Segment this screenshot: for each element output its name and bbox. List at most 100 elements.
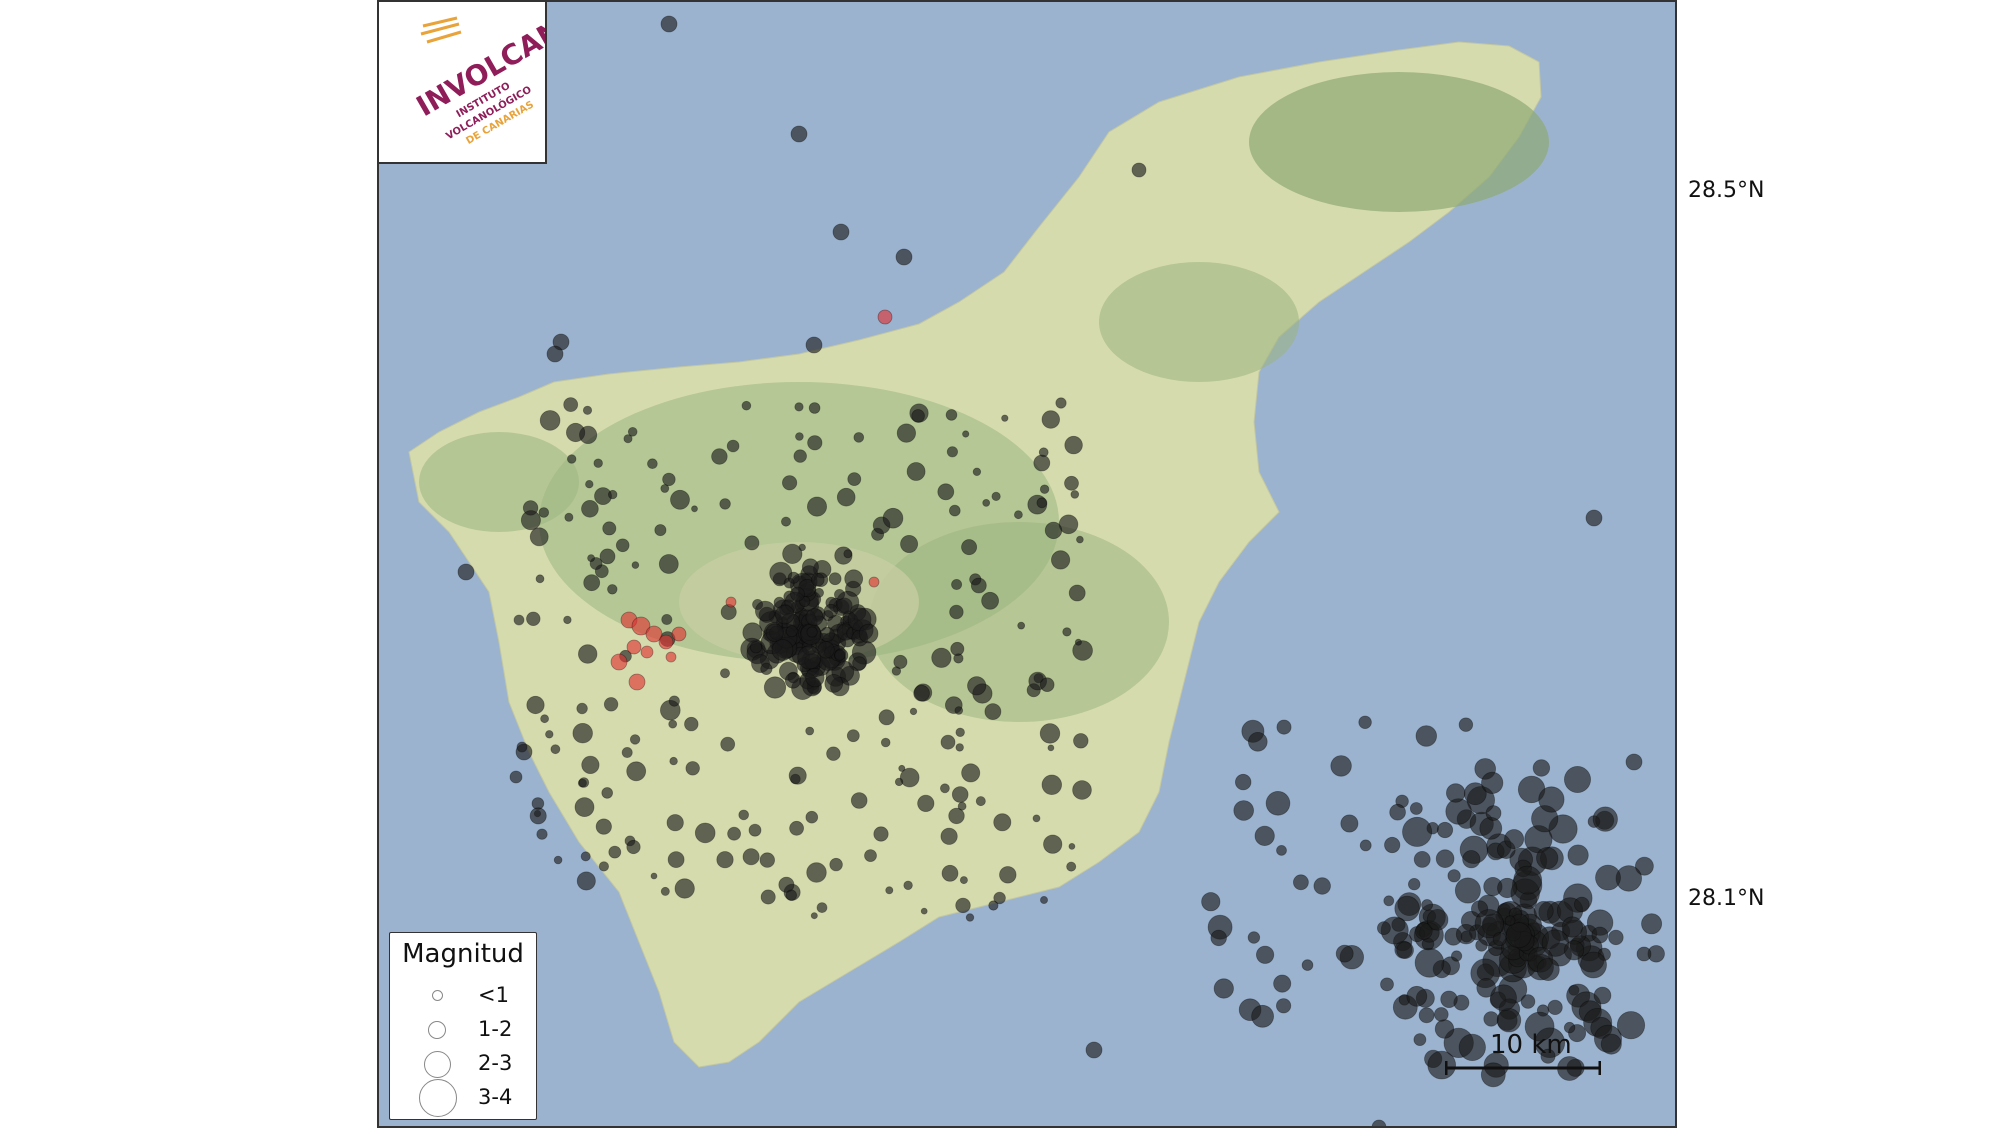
legend-circle-icon: [424, 1051, 451, 1078]
event-marker: [794, 402, 804, 412]
event-marker: [824, 674, 844, 693]
event-marker: [1547, 999, 1563, 1016]
event-marker: [1458, 1033, 1486, 1062]
event-marker: [1068, 584, 1086, 602]
event-marker: [1458, 717, 1474, 732]
event-marker: [941, 864, 959, 882]
event-marker: [852, 656, 867, 671]
event-marker: [726, 439, 740, 453]
event-marker: [1445, 798, 1472, 825]
event-marker: [1561, 916, 1584, 938]
event-marker: [878, 709, 895, 726]
event-marker: [647, 458, 658, 470]
event-marker: [583, 574, 601, 592]
event-marker: [1371, 1119, 1387, 1126]
legend-item: 2-3: [390, 1047, 536, 1081]
event-marker: [674, 878, 695, 899]
event-marker: [1524, 1011, 1555, 1042]
event-marker: [814, 587, 825, 598]
event-marker: [940, 827, 958, 845]
highland-zone: [1099, 262, 1299, 382]
event-marker: [1454, 877, 1481, 904]
legend-label: 2-3: [478, 1051, 513, 1075]
event-marker: [1255, 945, 1275, 964]
event-marker: [1213, 978, 1234, 999]
event-marker: [536, 828, 548, 840]
legend-item: <1: [390, 979, 536, 1013]
event-marker: [684, 716, 699, 732]
event-marker: [1426, 908, 1449, 931]
event-marker: [574, 797, 595, 817]
legend-label: 1-2: [478, 1017, 513, 1041]
event-marker: [1413, 851, 1431, 868]
event-marker: [1415, 922, 1433, 940]
event-marker: [1406, 985, 1428, 1007]
event-marker: [949, 604, 964, 620]
event-marker: [940, 734, 956, 750]
event-marker: [1564, 766, 1592, 794]
event-marker: [957, 801, 967, 811]
earthquake-events: [457, 15, 1665, 1126]
event-marker: [911, 409, 925, 423]
event-marker: [948, 807, 965, 825]
event-marker: [1036, 497, 1048, 509]
event-marker: [654, 524, 667, 537]
event-marker: [1567, 844, 1589, 866]
scale-bar: [1445, 1061, 1601, 1075]
legend-label: <1: [478, 983, 509, 1007]
event-marker: [1536, 846, 1559, 870]
event-marker: [671, 626, 687, 642]
event-marker: [1293, 874, 1309, 891]
event-marker: [603, 697, 619, 712]
event-marker: [553, 855, 563, 865]
event-marker: [1608, 929, 1624, 946]
event-marker: [950, 641, 965, 656]
event-marker: [650, 872, 658, 880]
event-marker: [789, 820, 805, 836]
event-marker: [1409, 802, 1423, 815]
event-marker: [719, 498, 731, 510]
event-marker: [665, 651, 677, 663]
event-marker: [962, 430, 970, 438]
event-marker: [847, 472, 862, 487]
event-marker: [629, 734, 641, 745]
event-marker: [538, 507, 550, 518]
event-marker: [1635, 856, 1654, 876]
event-marker: [896, 423, 917, 443]
event-marker: [1490, 984, 1517, 1012]
event-marker: [668, 695, 680, 707]
event-marker: [967, 676, 987, 696]
event-marker: [920, 907, 928, 915]
event-marker: [898, 764, 906, 772]
event-marker: [877, 309, 893, 325]
event-marker: [720, 736, 736, 752]
event-marker: [1533, 901, 1554, 922]
event-marker: [1414, 947, 1445, 978]
event-marker: [760, 889, 776, 905]
event-marker: [940, 783, 950, 794]
event-marker: [805, 810, 819, 824]
event-marker: [727, 826, 742, 841]
event-marker: [627, 426, 638, 437]
event-marker: [858, 623, 879, 644]
event-marker: [1574, 896, 1590, 913]
legend-circle-icon: [428, 1021, 446, 1039]
map-frame[interactable]: [377, 0, 1677, 1128]
event-marker: [828, 572, 842, 586]
event-marker: [457, 563, 475, 581]
event-marker: [895, 248, 913, 266]
event-marker: [1504, 829, 1525, 850]
event-marker: [1383, 895, 1395, 907]
event-marker: [661, 614, 673, 626]
event-marker: [1497, 877, 1518, 899]
event-marker: [1276, 719, 1292, 735]
event-marker: [951, 786, 969, 803]
event-marker: [1593, 986, 1612, 1005]
event-marker: [913, 684, 930, 702]
event-marker: [1235, 773, 1252, 791]
event-marker: [787, 571, 800, 584]
event-marker: [660, 15, 678, 33]
map-canvas[interactable]: [379, 2, 1677, 1128]
event-marker: [1068, 843, 1076, 850]
event-marker: [754, 600, 776, 622]
